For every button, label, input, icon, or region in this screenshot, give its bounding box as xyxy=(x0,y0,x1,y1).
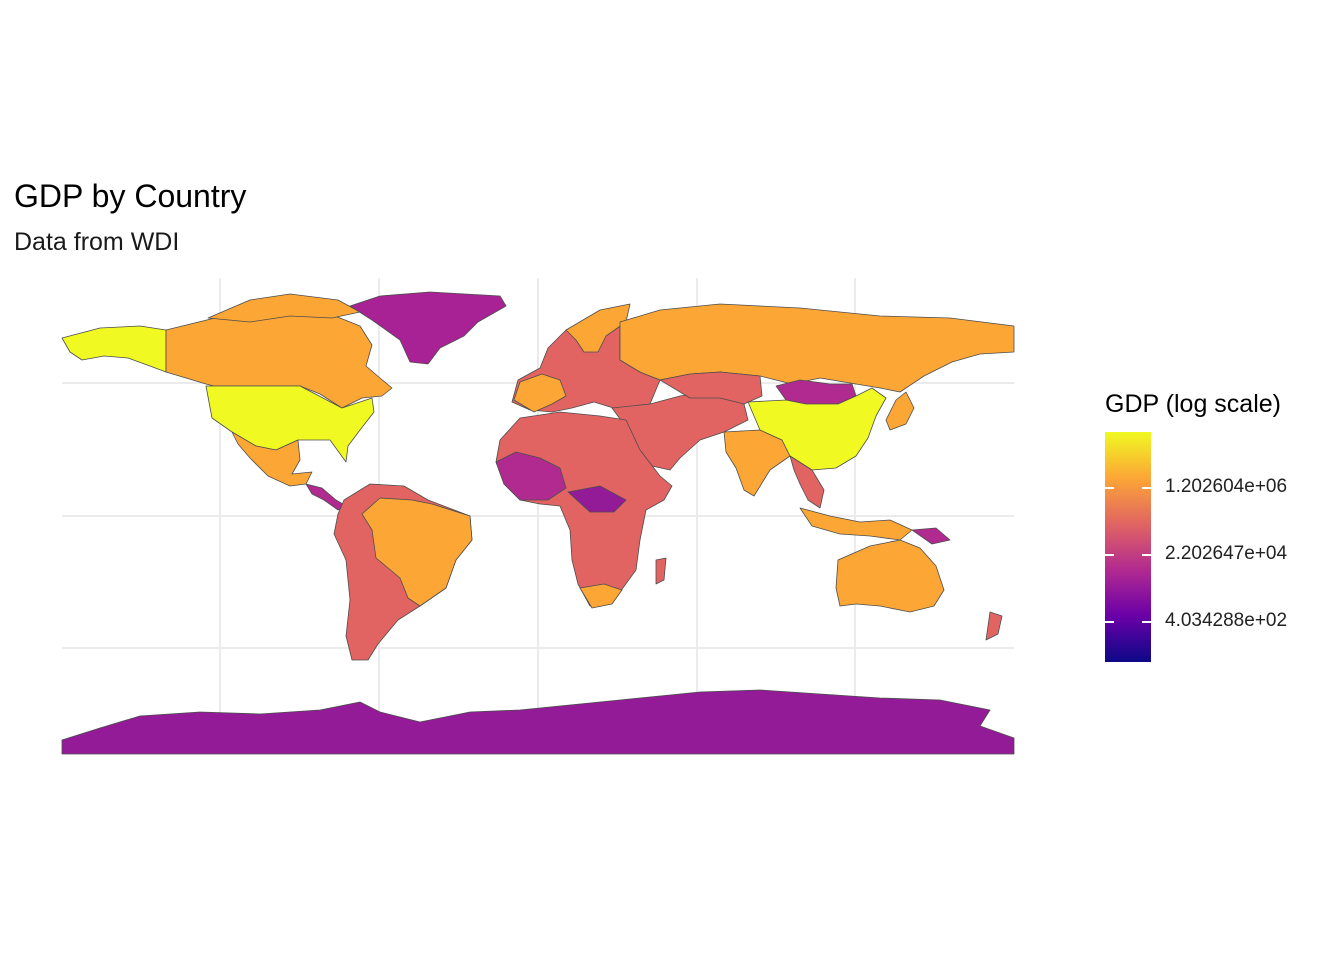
region-scandinavia xyxy=(565,303,631,353)
legend-tick-mark xyxy=(1105,554,1114,556)
legend-tick-mark xyxy=(1105,487,1114,489)
legend-tick-label: 1.202604e+06 xyxy=(1165,476,1288,498)
region-papua-new-guinea xyxy=(911,527,951,545)
region-australia xyxy=(835,539,945,613)
legend-title: GDP (log scale) xyxy=(1105,390,1281,418)
region-mexico xyxy=(231,431,313,487)
region-west-africa xyxy=(495,451,567,501)
region-south-africa xyxy=(579,583,623,609)
legend-tick-mark xyxy=(1142,621,1151,623)
region-kazakhstan xyxy=(659,371,763,405)
chart-subtitle: Data from WDI xyxy=(14,228,180,256)
region-central-africa xyxy=(567,485,627,513)
region-western-europe xyxy=(513,373,567,413)
region-japan xyxy=(885,391,915,431)
legend-tick-mark xyxy=(1105,621,1114,623)
legend-tick-label: 4.034288e+02 xyxy=(1165,610,1288,632)
region-alaska xyxy=(61,325,167,373)
legend-tick-label: 2.202647e+04 xyxy=(1165,543,1288,565)
legend-tick-mark xyxy=(1142,487,1151,489)
region-brazil xyxy=(361,497,473,607)
region-greenland xyxy=(349,291,507,365)
region-madagascar xyxy=(655,557,667,585)
region-indonesia xyxy=(799,507,913,541)
chart-title: GDP by Country xyxy=(14,178,247,214)
region-new-zealand xyxy=(985,611,1003,641)
region-central-america xyxy=(305,483,347,511)
region-china xyxy=(747,387,887,471)
legend-colorbar xyxy=(1105,432,1151,662)
region-southeast-asia xyxy=(789,455,825,509)
region-antarctica xyxy=(61,689,1015,755)
legend-tick-mark xyxy=(1142,554,1151,556)
region-india xyxy=(723,429,791,497)
